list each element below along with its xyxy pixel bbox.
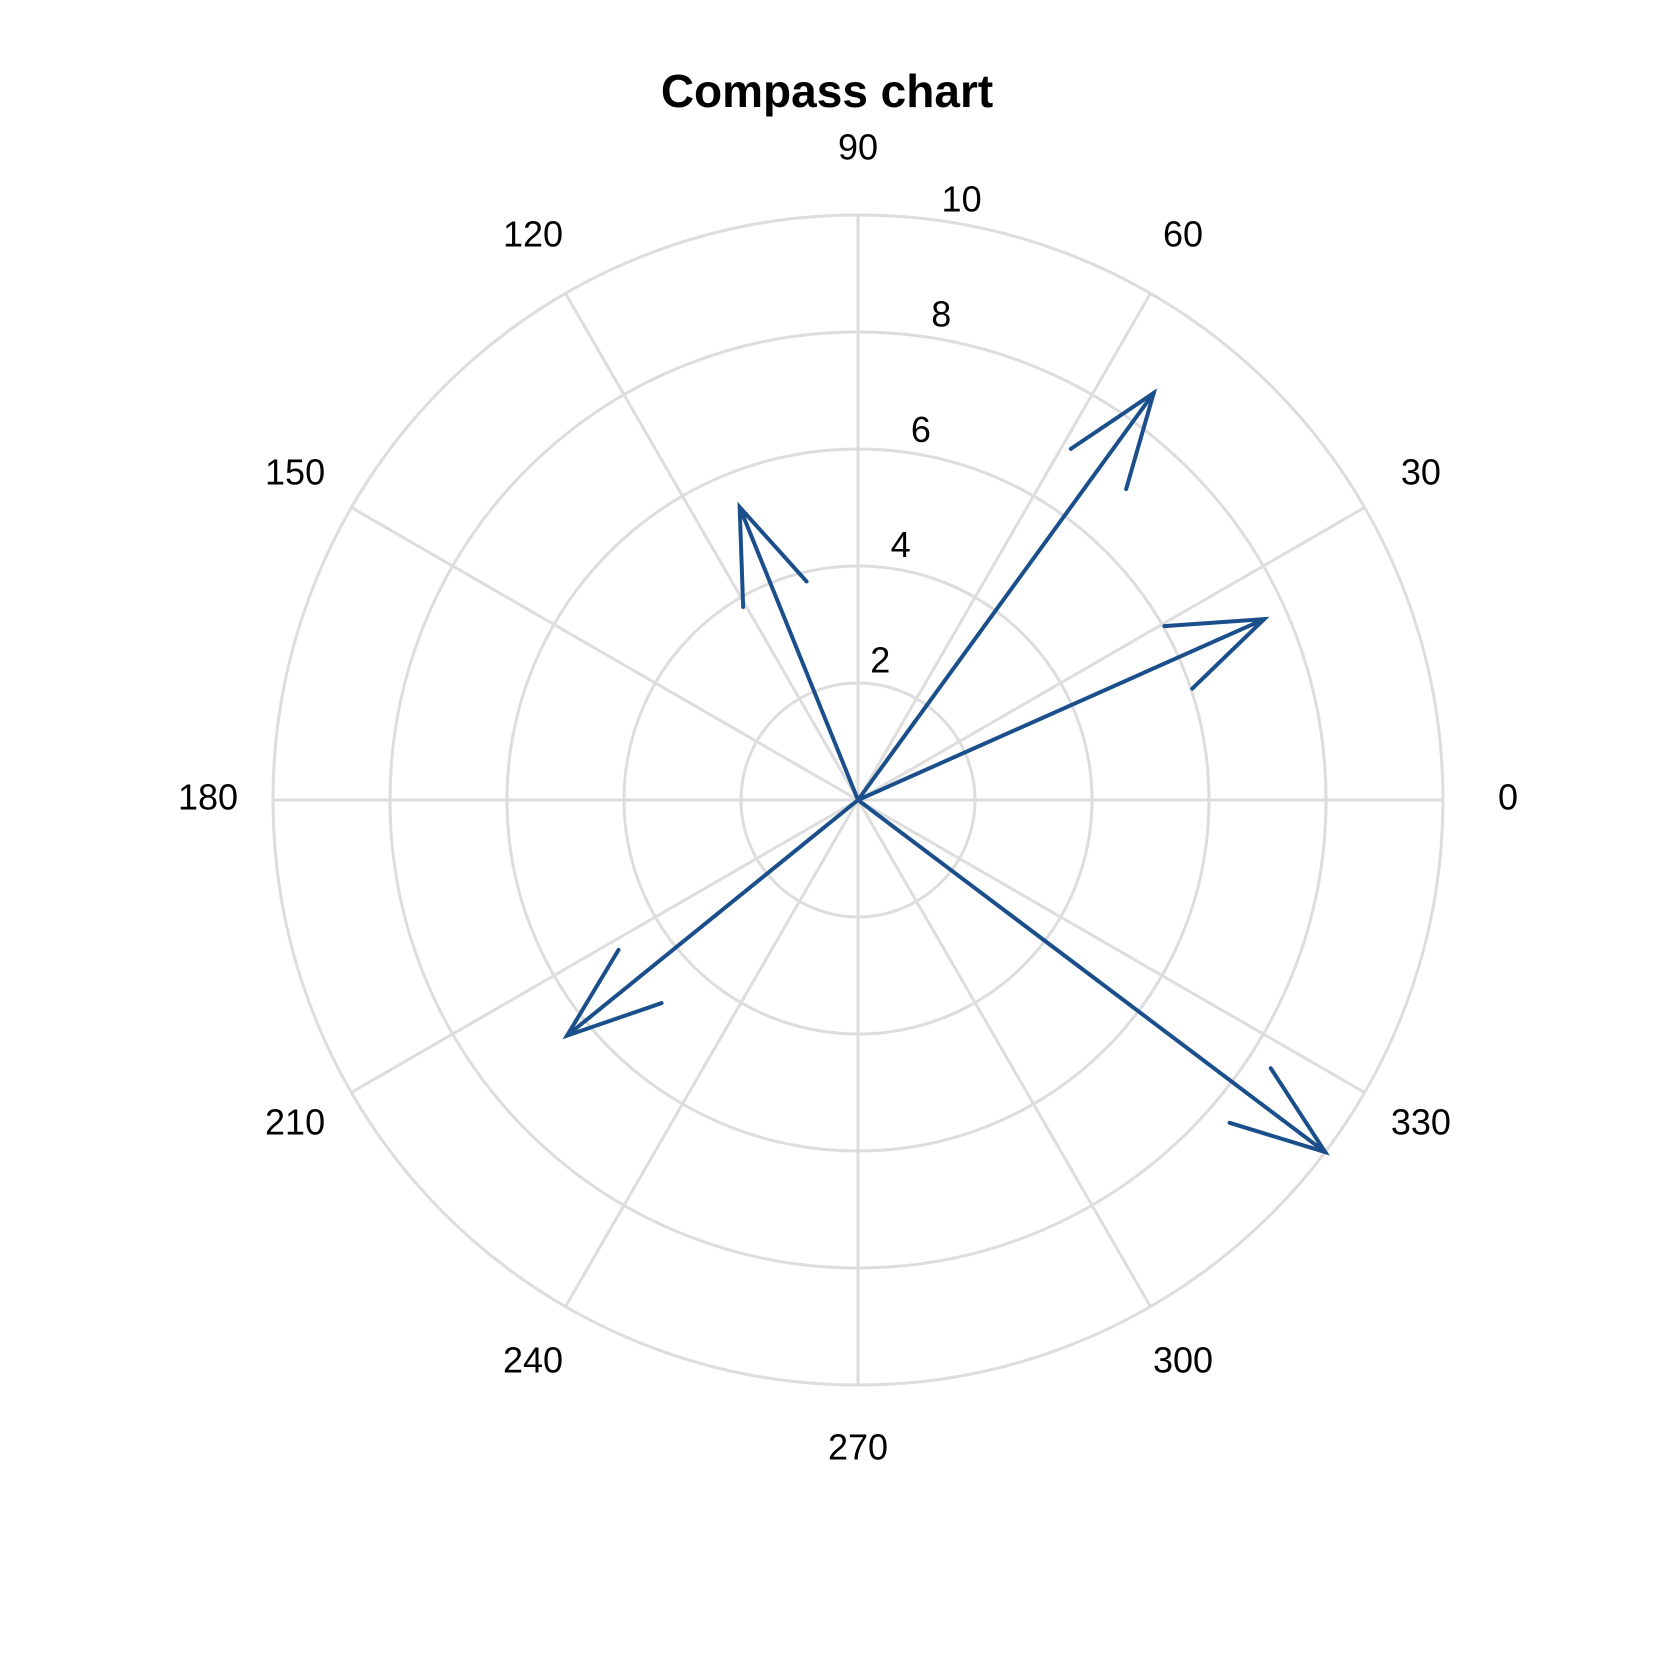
- r-tick-label-8: 8: [931, 294, 951, 335]
- grid-spoke-30: [857, 506, 1366, 802]
- compass-arrow-0: [856, 616, 1270, 802]
- chart-title: Compass chart: [660, 65, 994, 117]
- grid-spoke-120: [564, 292, 860, 801]
- theta-tick-label-60: 60: [1163, 214, 1203, 255]
- grid-spoke-300: [856, 799, 1152, 1308]
- arrow-shaft-0: [856, 617, 1267, 802]
- theta-tick-label-120: 120: [503, 214, 563, 255]
- grid-spoke-150: [350, 506, 859, 802]
- arrow-head-4: [1227, 1066, 1330, 1156]
- r-tick-label-4: 4: [891, 524, 911, 565]
- theta-tick-label-300: 300: [1153, 1339, 1213, 1380]
- arrow-shaft-4: [856, 798, 1328, 1155]
- tick-labels: 2 4 6 8 10 0 30 60 90 120 150 180 210 240 270 300 330: [178, 127, 1518, 1468]
- theta-tick-label-270: 270: [828, 1427, 888, 1468]
- theta-tick-label-180: 180: [178, 777, 238, 818]
- compass-arrow-3: [562, 798, 860, 1040]
- compass-arrows: [562, 388, 1330, 1156]
- arrow-head-3: [562, 947, 664, 1040]
- r-tick-label-6: 6: [911, 409, 931, 450]
- grid-spoke-210: [350, 798, 859, 1094]
- arrow-shaft-2: [737, 505, 860, 802]
- theta-tick-label-90: 90: [838, 127, 878, 168]
- grid-ring-2: [739, 681, 977, 919]
- arrow-head-0: [1162, 616, 1270, 691]
- theta-tick-label-30: 30: [1401, 452, 1441, 493]
- compass-arrow-4: [856, 798, 1330, 1156]
- grid-ring-10: [271, 213, 1445, 1387]
- grid-spoke-60: [856, 292, 1152, 801]
- grid-ring-4: [622, 564, 1094, 1036]
- grid-ring-6: [505, 447, 1211, 1153]
- theta-tick-label-240: 240: [503, 1339, 563, 1380]
- grid-spoke-240: [564, 799, 860, 1308]
- compass-arrow-2: [737, 501, 860, 802]
- theta-tick-label-330: 330: [1391, 1102, 1451, 1143]
- arrow-head-2: [737, 501, 809, 610]
- r-tick-label-10: 10: [942, 178, 982, 219]
- arrow-head-1: [1068, 388, 1158, 492]
- r-tick-label-2: 2: [870, 639, 890, 680]
- polar-grid: [271, 213, 1445, 1387]
- grid-spoke-330: [857, 798, 1366, 1094]
- grid-ring-8: [388, 330, 1328, 1270]
- arrow-shaft-3: [565, 798, 860, 1038]
- theta-tick-label-210: 210: [265, 1102, 325, 1143]
- theta-tick-label-150: 150: [265, 452, 325, 493]
- theta-tick-label-0: 0: [1498, 777, 1518, 818]
- arrow-shaft-1: [856, 390, 1156, 802]
- compass-arrow-1: [856, 388, 1158, 802]
